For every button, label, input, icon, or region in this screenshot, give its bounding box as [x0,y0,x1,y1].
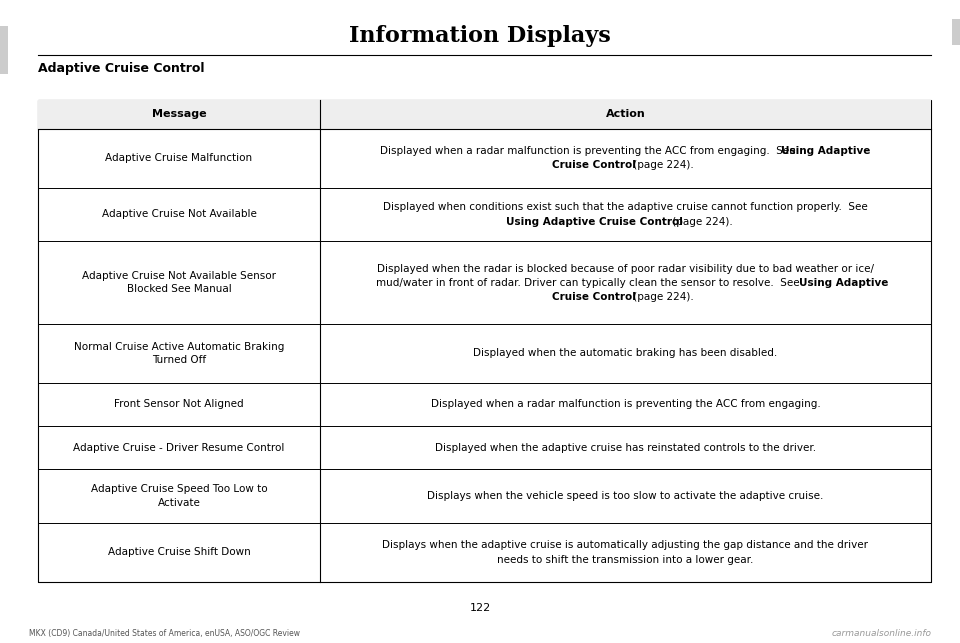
Text: Adaptive Cruise Malfunction: Adaptive Cruise Malfunction [106,153,252,163]
Text: Message: Message [152,109,206,119]
Text: Displayed when a radar malfunction is preventing the ACC from engaging.  See: Displayed when a radar malfunction is pr… [379,146,799,156]
Bar [952,19,960,45]
Text: needs to shift the transmission into a lower gear.: needs to shift the transmission into a l… [497,554,754,565]
Bar [38,100,931,129]
Text: Displayed when the automatic braking has been disabled.: Displayed when the automatic braking has… [473,349,778,358]
Text: Normal Cruise Active Automatic Braking
Turned Off: Normal Cruise Active Automatic Braking T… [74,342,284,365]
Text: 122: 122 [469,602,491,613]
Text: Information Displays: Information Displays [349,25,611,47]
Bar [0,26,8,74]
Text: Cruise Control: Cruise Control [552,292,636,302]
Text: Adaptive Cruise Shift Down: Adaptive Cruise Shift Down [108,547,251,557]
Text: Displays when the adaptive cruise is automatically adjusting the gap distance an: Displays when the adaptive cruise is aut… [382,540,869,550]
Text: Front Sensor Not Aligned: Front Sensor Not Aligned [114,399,244,410]
Bar [38,100,931,582]
Text: Displays when the vehicle speed is too slow to activate the adaptive cruise.: Displays when the vehicle speed is too s… [427,491,824,501]
Text: mud/water in front of radar. Driver can typically clean the sensor to resolve.  : mud/water in front of radar. Driver can … [375,278,803,287]
Text: Adaptive Cruise Speed Too Low to
Activate: Adaptive Cruise Speed Too Low to Activat… [90,484,267,508]
Text: carmanualsonline.info: carmanualsonline.info [831,629,931,638]
Text: Displayed when conditions exist such that the adaptive cruise cannot function pr: Displayed when conditions exist such tha… [383,203,868,212]
Text: Adaptive Cruise - Driver Resume Control: Adaptive Cruise - Driver Resume Control [73,442,285,453]
Text: Displayed when a radar malfunction is preventing the ACC from engaging.: Displayed when a radar malfunction is pr… [430,399,820,410]
Text: Displayed when the radar is blocked because of poor radar visibility due to bad : Displayed when the radar is blocked beca… [377,264,874,273]
Text: Using Adaptive: Using Adaptive [800,278,889,287]
Text: Using Adaptive: Using Adaptive [781,146,871,156]
Text: Adaptive Cruise Not Available: Adaptive Cruise Not Available [102,210,256,219]
Text: (page 224).: (page 224). [630,160,694,170]
Text: Adaptive Cruise Not Available Sensor
Blocked See Manual: Adaptive Cruise Not Available Sensor Blo… [82,271,276,294]
Text: Action: Action [606,109,645,119]
Text: Using Adaptive Cruise Control: Using Adaptive Cruise Control [506,217,683,226]
Text: (page 224).: (page 224). [669,217,732,226]
Text: Cruise Control: Cruise Control [552,160,636,170]
Text: (page 224).: (page 224). [630,292,694,302]
Text: Displayed when the adaptive cruise has reinstated controls to the driver.: Displayed when the adaptive cruise has r… [435,442,816,453]
Text: MKX (CD9) Canada/United States of America, enUSA, ASO/OGC Review: MKX (CD9) Canada/United States of Americ… [29,629,300,638]
Text: Adaptive Cruise Control: Adaptive Cruise Control [38,62,204,75]
